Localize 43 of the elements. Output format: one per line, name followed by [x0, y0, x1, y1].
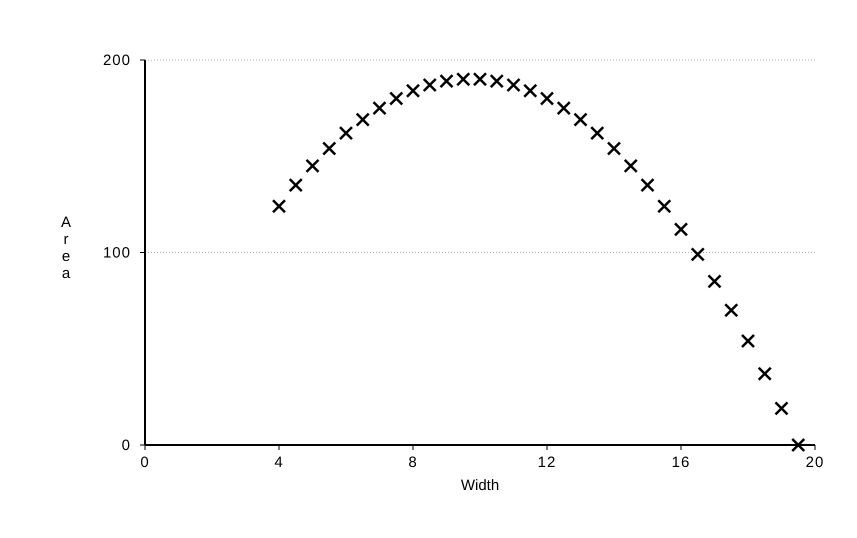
- point: [724, 303, 738, 318]
- point: [389, 91, 404, 106]
- point: [272, 199, 286, 214]
- point: [690, 247, 705, 262]
- x-tick-label: 16: [672, 454, 690, 471]
- point: [422, 78, 437, 92]
- point: [707, 274, 722, 289]
- point: [372, 100, 387, 116]
- x-tick-label: 12: [538, 454, 556, 471]
- y-tick-label: 200: [102, 52, 131, 69]
- point: [456, 72, 470, 86]
- point: [356, 112, 370, 127]
- x-tick-label: 8: [408, 454, 418, 471]
- x-tick-label: 0: [140, 454, 150, 471]
- point: [674, 222, 688, 237]
- point: [490, 74, 504, 88]
- point: [624, 158, 638, 174]
- point: [472, 72, 488, 86]
- x-tick-label: 20: [806, 454, 824, 471]
- point: [657, 199, 672, 214]
- point: [338, 126, 354, 140]
- y-tick-label: 0: [122, 437, 131, 454]
- y-axis-title: Area: [60, 214, 72, 282]
- point: [540, 91, 554, 106]
- point: [740, 334, 756, 348]
- x-tick-label: 4: [274, 454, 284, 471]
- x-axis-title: Width: [460, 477, 500, 494]
- y-tick-label: 100: [102, 244, 131, 262]
- point: [606, 141, 622, 156]
- point: [573, 112, 588, 127]
- point: [590, 126, 604, 140]
- point: [640, 178, 655, 192]
- point: [556, 100, 571, 116]
- point: [758, 366, 772, 382]
- point: [523, 84, 538, 98]
- point: [406, 84, 420, 98]
- point: [322, 141, 336, 156]
- point: [305, 158, 320, 174]
- point: [506, 78, 521, 92]
- point: [288, 178, 303, 192]
- point: [439, 74, 454, 88]
- point: [791, 438, 806, 452]
- point: [774, 401, 789, 416]
